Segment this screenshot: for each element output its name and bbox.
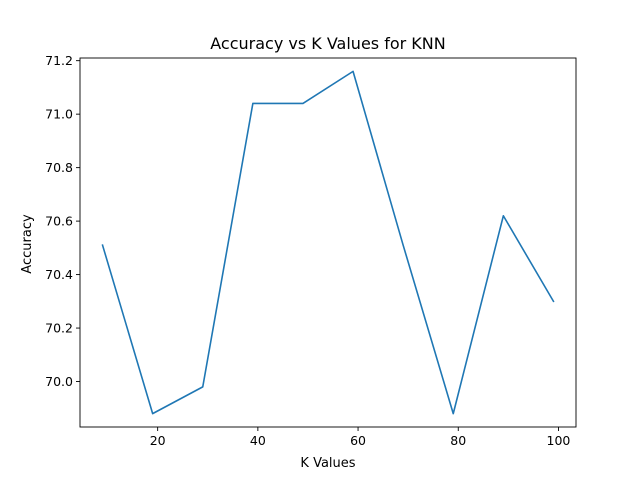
y-tick-label: 71.2 xyxy=(45,53,73,68)
y-tick-label: 70.2 xyxy=(45,321,73,336)
y-tick-label: 70.6 xyxy=(45,214,73,229)
x-axis-label: K Values xyxy=(300,456,355,471)
x-tick-label: 100 xyxy=(547,433,571,448)
y-tick-label: 70.8 xyxy=(45,160,73,175)
y-axis-label: Accuracy xyxy=(20,214,35,274)
x-tick-label: 40 xyxy=(250,433,266,448)
y-tick-label: 71.0 xyxy=(45,107,73,122)
chart-title: Accuracy vs K Values for KNN xyxy=(210,34,445,53)
y-tick-label: 70.0 xyxy=(45,374,73,389)
y-tick-label: 70.4 xyxy=(45,267,73,282)
series-line-0 xyxy=(101,70,555,415)
plot-area: 20 40 60 80 100 70.0 70.2 70.4 70.6 70.8 71.0 71.2 xyxy=(45,53,577,448)
axes-frame xyxy=(79,57,577,428)
x-tick-label: 80 xyxy=(450,433,466,448)
x-tick-label: 20 xyxy=(150,433,166,448)
x-tick-label: 60 xyxy=(350,433,366,448)
